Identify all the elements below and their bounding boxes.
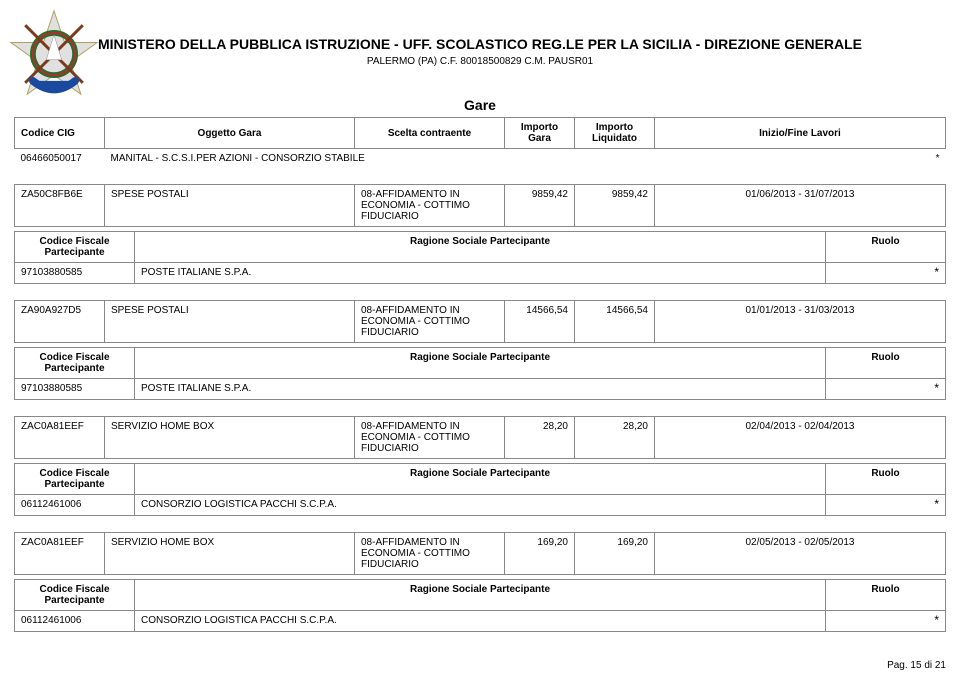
cig: ZAC0A81EEF [15, 417, 105, 459]
col-scelta: Scelta contraente [355, 118, 505, 149]
cig: ZA90A927D5 [15, 301, 105, 343]
top-cig: 06466050017 [15, 149, 105, 169]
top-oggetto: MANITAL - S.C.S.I.PER AZIONI - CONSORZIO… [105, 149, 655, 169]
importo-gara: 14566,54 [505, 301, 575, 343]
gara-group: ZAC0A81EEF SERVIZIO HOME BOX 08-AFFIDAME… [14, 416, 946, 516]
col-rs: Ragione Sociale Partecipante [135, 580, 826, 611]
gara-main-row: ZA50C8FB6E SPESE POSTALI 08-AFFIDAMENTO … [14, 184, 946, 227]
col-ruolo: Ruolo [826, 348, 946, 379]
top-row: 06466050017 MANITAL - S.C.S.I.PER AZIONI… [15, 149, 946, 169]
importo-liq: 28,20 [575, 417, 655, 459]
gara-main-row: ZA90A927D5 SPESE POSTALI 08-AFFIDAMENTO … [14, 300, 946, 343]
inizio-fine: 02/04/2013 - 02/04/2013 [655, 417, 946, 459]
top-star: * [655, 149, 946, 169]
cig: ZA50C8FB6E [15, 185, 105, 227]
importo-liq: 9859,42 [575, 185, 655, 227]
partecipante-table: Codice Fiscale Partecipante Ragione Soci… [14, 579, 946, 632]
rs-value: POSTE ITALIANE S.P.A. [135, 379, 826, 400]
gara-group: ZA50C8FB6E SPESE POSTALI 08-AFFIDAMENTO … [14, 184, 946, 284]
gara-group: ZA90A927D5 SPESE POSTALI 08-AFFIDAMENTO … [14, 300, 946, 400]
cf-value: 06112461006 [15, 495, 135, 516]
partecipante-table: Codice Fiscale Partecipante Ragione Soci… [14, 231, 946, 284]
col-cf: Codice Fiscale Partecipante [15, 232, 135, 263]
col-cig: Codice CIG [15, 118, 105, 149]
cf-value: 97103880585 [15, 263, 135, 284]
star-icon: * [934, 265, 939, 279]
col-ruolo: Ruolo [826, 464, 946, 495]
scelta: 08-AFFIDAMENTO IN ECONOMIA - COTTIMO FID… [355, 185, 505, 227]
col-inizio-fine: Inizio/Fine Lavori [655, 118, 946, 149]
importo-liq: 14566,54 [575, 301, 655, 343]
col-cf: Codice Fiscale Partecipante [15, 580, 135, 611]
page-subtitle: PALERMO (PA) C.F. 80018500829 C.M. PAUSR… [0, 56, 960, 67]
importo-gara: 169,20 [505, 533, 575, 575]
gare-table: Codice CIG Oggetto Gara Scelta contraent… [14, 117, 946, 168]
oggetto: SERVIZIO HOME BOX [105, 533, 355, 575]
gara-group: ZAC0A81EEF SERVIZIO HOME BOX 08-AFFIDAME… [14, 532, 946, 632]
col-ruolo: Ruolo [826, 580, 946, 611]
cig: ZAC0A81EEF [15, 533, 105, 575]
col-importo-gara: Importo Gara [505, 118, 575, 149]
oggetto: SPESE POSTALI [105, 185, 355, 227]
oggetto: SERVIZIO HOME BOX [105, 417, 355, 459]
oggetto: SPESE POSTALI [105, 301, 355, 343]
importo-liq: 169,20 [575, 533, 655, 575]
rs-value: CONSORZIO LOGISTICA PACCHI S.C.P.A. [135, 611, 826, 632]
scelta: 08-AFFIDAMENTO IN ECONOMIA - COTTIMO FID… [355, 301, 505, 343]
inizio-fine: 01/01/2013 - 31/03/2013 [655, 301, 946, 343]
partecipante-table: Codice Fiscale Partecipante Ragione Soci… [14, 463, 946, 516]
cf-value: 97103880585 [15, 379, 135, 400]
col-rs: Ragione Sociale Partecipante [135, 232, 826, 263]
col-cf: Codice Fiscale Partecipante [15, 348, 135, 379]
scelta: 08-AFFIDAMENTO IN ECONOMIA - COTTIMO FID… [355, 533, 505, 575]
importo-gara: 28,20 [505, 417, 575, 459]
rs-value: POSTE ITALIANE S.P.A. [135, 263, 826, 284]
section-title: Gare [0, 97, 960, 113]
col-ruolo: Ruolo [826, 232, 946, 263]
col-importo-liq: Importo Liquidato [575, 118, 655, 149]
star-icon: * [934, 381, 939, 395]
partecipante-table: Codice Fiscale Partecipante Ragione Soci… [14, 347, 946, 400]
gara-main-row: ZAC0A81EEF SERVIZIO HOME BOX 08-AFFIDAME… [14, 416, 946, 459]
cf-value: 06112461006 [15, 611, 135, 632]
star-icon: * [934, 497, 939, 511]
inizio-fine: 02/05/2013 - 02/05/2013 [655, 533, 946, 575]
col-oggetto: Oggetto Gara [105, 118, 355, 149]
col-cf: Codice Fiscale Partecipante [15, 464, 135, 495]
rs-value: CONSORZIO LOGISTICA PACCHI S.C.P.A. [135, 495, 826, 516]
scelta: 08-AFFIDAMENTO IN ECONOMIA - COTTIMO FID… [355, 417, 505, 459]
col-rs: Ragione Sociale Partecipante [135, 348, 826, 379]
star-icon: * [934, 613, 939, 627]
gara-main-row: ZAC0A81EEF SERVIZIO HOME BOX 08-AFFIDAME… [14, 532, 946, 575]
page-number: Pag. 15 di 21 [887, 660, 946, 671]
italian-republic-emblem [6, 6, 102, 102]
inizio-fine: 01/06/2013 - 31/07/2013 [655, 185, 946, 227]
page-title: MINISTERO DELLA PUBBLICA ISTRUZIONE - UF… [0, 0, 960, 52]
col-rs: Ragione Sociale Partecipante [135, 464, 826, 495]
importo-gara: 9859,42 [505, 185, 575, 227]
